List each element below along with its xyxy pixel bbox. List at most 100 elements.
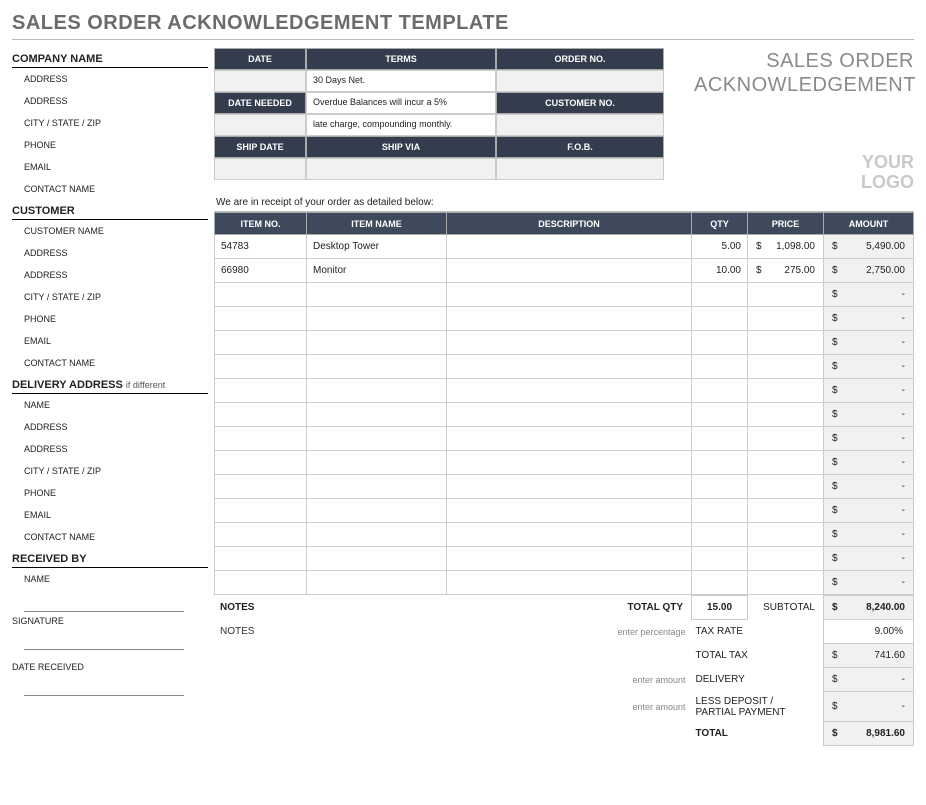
notes-body[interactable]: NOTES — [214, 620, 582, 644]
cell-price[interactable] — [748, 379, 824, 403]
cell-qty[interactable] — [692, 451, 748, 475]
cell-price[interactable] — [748, 547, 824, 571]
signature-line[interactable] — [24, 630, 184, 650]
cell-itemno[interactable] — [215, 499, 307, 523]
info-terms-val2[interactable]: Overdue Balances will incur a 5% — [306, 92, 496, 114]
cell-qty[interactable] — [692, 427, 748, 451]
cell-itemno[interactable] — [215, 571, 307, 595]
cell-itemno[interactable]: 66980 — [215, 259, 307, 283]
info-fob-val[interactable] — [496, 158, 664, 180]
cell-desc[interactable] — [447, 547, 692, 571]
cell-price[interactable]: $275.00 — [748, 259, 824, 283]
cell-desc[interactable] — [447, 451, 692, 475]
company-field-3: PHONE — [12, 134, 208, 156]
cell-itemname[interactable]: Monitor — [307, 259, 447, 283]
cell-desc[interactable] — [447, 259, 692, 283]
cell-qty[interactable]: 5.00 — [692, 235, 748, 259]
cell-itemno[interactable] — [215, 427, 307, 451]
cell-itemno[interactable] — [215, 307, 307, 331]
info-customerno-val[interactable] — [496, 114, 664, 136]
cell-itemno[interactable] — [215, 331, 307, 355]
cell-desc[interactable] — [447, 307, 692, 331]
cell-price[interactable] — [748, 571, 824, 595]
cell-desc[interactable] — [447, 355, 692, 379]
cell-qty[interactable] — [692, 403, 748, 427]
cell-itemname[interactable] — [307, 571, 447, 595]
cell-desc[interactable] — [447, 523, 692, 547]
info-shipvia-val[interactable] — [306, 158, 496, 180]
date-received-line[interactable] — [24, 676, 184, 696]
cell-desc[interactable] — [447, 475, 692, 499]
info-terms-val1[interactable]: 30 Days Net. — [306, 70, 496, 92]
cell-price[interactable] — [748, 403, 824, 427]
cell-itemname[interactable] — [307, 499, 447, 523]
cell-qty[interactable] — [692, 547, 748, 571]
customer-heading: CUSTOMER — [12, 202, 208, 220]
info-block: DATE TERMS ORDER NO. 30 Days Net. DATE N… — [214, 48, 688, 192]
cell-price[interactable] — [748, 331, 824, 355]
delivery-field-6: CONTACT NAME — [12, 526, 208, 548]
doc-title-block: SALES ORDER ACKNOWLEDGEMENT YOUR LOGO — [694, 48, 914, 192]
cell-price[interactable] — [748, 451, 824, 475]
cell-price[interactable] — [748, 427, 824, 451]
cell-itemname[interactable]: Desktop Tower — [307, 235, 447, 259]
cell-qty[interactable] — [692, 499, 748, 523]
cell-itemname[interactable] — [307, 475, 447, 499]
cell-itemno[interactable] — [215, 403, 307, 427]
cell-itemname[interactable] — [307, 307, 447, 331]
delivery-value[interactable]: $- — [824, 668, 914, 692]
cell-price[interactable] — [748, 475, 824, 499]
cell-itemno[interactable] — [215, 547, 307, 571]
cell-qty[interactable] — [692, 379, 748, 403]
cell-qty[interactable]: 10.00 — [692, 259, 748, 283]
cell-itemname[interactable] — [307, 451, 447, 475]
cell-price[interactable] — [748, 307, 824, 331]
cell-price[interactable] — [748, 283, 824, 307]
cell-qty[interactable] — [692, 307, 748, 331]
cell-qty[interactable] — [692, 331, 748, 355]
cell-itemno[interactable] — [215, 355, 307, 379]
cell-desc[interactable] — [447, 499, 692, 523]
cell-itemno[interactable] — [215, 379, 307, 403]
cell-qty[interactable] — [692, 355, 748, 379]
cell-itemno[interactable]: 54783 — [215, 235, 307, 259]
cell-desc[interactable] — [447, 403, 692, 427]
cell-itemname[interactable] — [307, 283, 447, 307]
cell-price[interactable] — [748, 499, 824, 523]
cell-desc[interactable] — [447, 571, 692, 595]
cell-qty[interactable] — [692, 283, 748, 307]
cell-qty[interactable] — [692, 523, 748, 547]
cell-itemno[interactable] — [215, 451, 307, 475]
cell-desc[interactable] — [447, 331, 692, 355]
cell-desc[interactable] — [447, 235, 692, 259]
cell-itemname[interactable] — [307, 379, 447, 403]
info-terms-val3[interactable]: late charge, compounding monthly. — [306, 114, 496, 136]
cell-price[interactable] — [748, 355, 824, 379]
cell-price[interactable] — [748, 523, 824, 547]
info-orderno-val[interactable] — [496, 70, 664, 92]
name-line[interactable] — [24, 592, 184, 612]
tax-rate-value[interactable]: 9.00% — [824, 620, 914, 644]
less-value[interactable]: $- — [824, 692, 914, 722]
cell-itemname[interactable] — [307, 355, 447, 379]
cell-desc[interactable] — [447, 427, 692, 451]
cell-itemname[interactable] — [307, 427, 447, 451]
notes-heading: NOTES — [214, 596, 286, 620]
cell-itemname[interactable] — [307, 547, 447, 571]
cell-itemno[interactable] — [215, 283, 307, 307]
cell-itemname[interactable] — [307, 523, 447, 547]
info-dateneeded-val[interactable] — [214, 114, 306, 136]
cell-itemno[interactable] — [215, 523, 307, 547]
cell-price[interactable]: $1,098.00 — [748, 235, 824, 259]
cell-itemname[interactable] — [307, 403, 447, 427]
table-row: $- — [215, 403, 914, 427]
info-date-val[interactable] — [214, 70, 306, 92]
cell-desc[interactable] — [447, 379, 692, 403]
cell-qty[interactable] — [692, 571, 748, 595]
company-field-0: ADDRESS — [12, 68, 208, 90]
cell-itemname[interactable] — [307, 331, 447, 355]
cell-itemno[interactable] — [215, 475, 307, 499]
cell-qty[interactable] — [692, 475, 748, 499]
info-shipdate-val[interactable] — [214, 158, 306, 180]
cell-desc[interactable] — [447, 283, 692, 307]
